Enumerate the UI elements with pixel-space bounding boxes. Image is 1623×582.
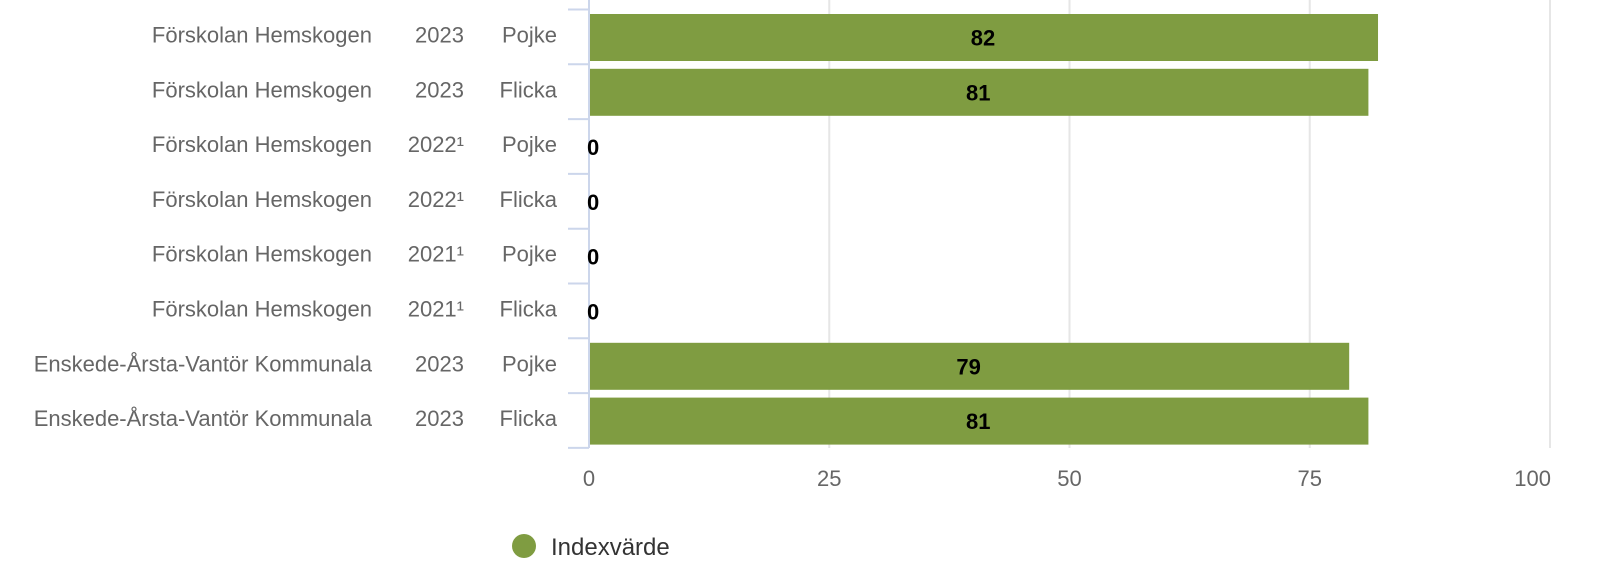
data-label: 0 — [587, 245, 599, 270]
legend-marker — [512, 534, 536, 558]
category-school-label: Förskolan Hemskogen — [152, 187, 372, 212]
bar[interactable] — [590, 342, 1350, 390]
category-gender-label: Pojke — [502, 242, 557, 267]
category-gender-label: Flicka — [500, 406, 558, 431]
data-label: 79 — [956, 354, 980, 379]
x-tick-label: 25 — [817, 466, 841, 491]
category-school-label: Enskede-Årsta-Vantör Kommunala — [34, 351, 373, 376]
category-school-label: Förskolan Hemskogen — [152, 297, 372, 322]
x-tick-label: 50 — [1057, 466, 1081, 491]
category-gender-label: Flicka — [500, 297, 558, 322]
data-label: 82 — [971, 26, 995, 51]
data-label: 0 — [587, 135, 599, 160]
legend[interactable]: Indexvärde — [512, 534, 670, 561]
category-year-label: 2022¹ — [408, 132, 464, 157]
category-school-label: Förskolan Hemskogen — [152, 23, 372, 48]
x-tick-label: 75 — [1298, 466, 1322, 491]
bar[interactable] — [590, 14, 1379, 61]
bar[interactable] — [590, 68, 1369, 116]
category-year-label: 2022¹ — [408, 187, 464, 212]
category-axis — [568, 0, 590, 449]
data-label: 0 — [587, 190, 599, 215]
category-gender-label: Pojke — [502, 23, 557, 48]
x-tick-label: 100 — [1514, 466, 1551, 491]
category-gender-label: Pojke — [502, 132, 557, 157]
category-gender-label: Flicka — [500, 187, 558, 212]
category-school-label: Förskolan Hemskogen — [152, 242, 372, 267]
category-year-label: 2023 — [415, 23, 464, 48]
category-year-label: 2021¹ — [408, 242, 464, 267]
category-school-label: Förskolan Hemskogen — [152, 77, 372, 102]
category-year-label: 2023 — [415, 77, 464, 102]
category-labels: Förskolan Hemskogen 2023 Pojke Förskolan He… — [34, 23, 558, 432]
category-year-label: 2023 — [415, 351, 464, 376]
data-label: 81 — [966, 80, 990, 105]
category-gender-label: Flicka — [500, 77, 558, 102]
data-label: 0 — [587, 300, 599, 325]
x-tick-label: 0 — [583, 466, 595, 491]
bar[interactable] — [590, 397, 1369, 445]
category-school-label: Enskede-Årsta-Vantör Kommunala — [34, 406, 373, 431]
legend-label: Indexvärde — [551, 534, 670, 561]
category-year-label: 2023 — [415, 406, 464, 431]
bars: 82 81 0 0 0 0 79 81 — [587, 14, 1379, 445]
x-axis-ticks: 0 25 50 75 100 — [583, 466, 1551, 491]
category-school-label: Förskolan Hemskogen — [152, 132, 372, 157]
category-year-label: 2021¹ — [408, 297, 464, 322]
data-label: 81 — [966, 409, 990, 434]
category-gender-label: Pojke — [502, 351, 557, 376]
